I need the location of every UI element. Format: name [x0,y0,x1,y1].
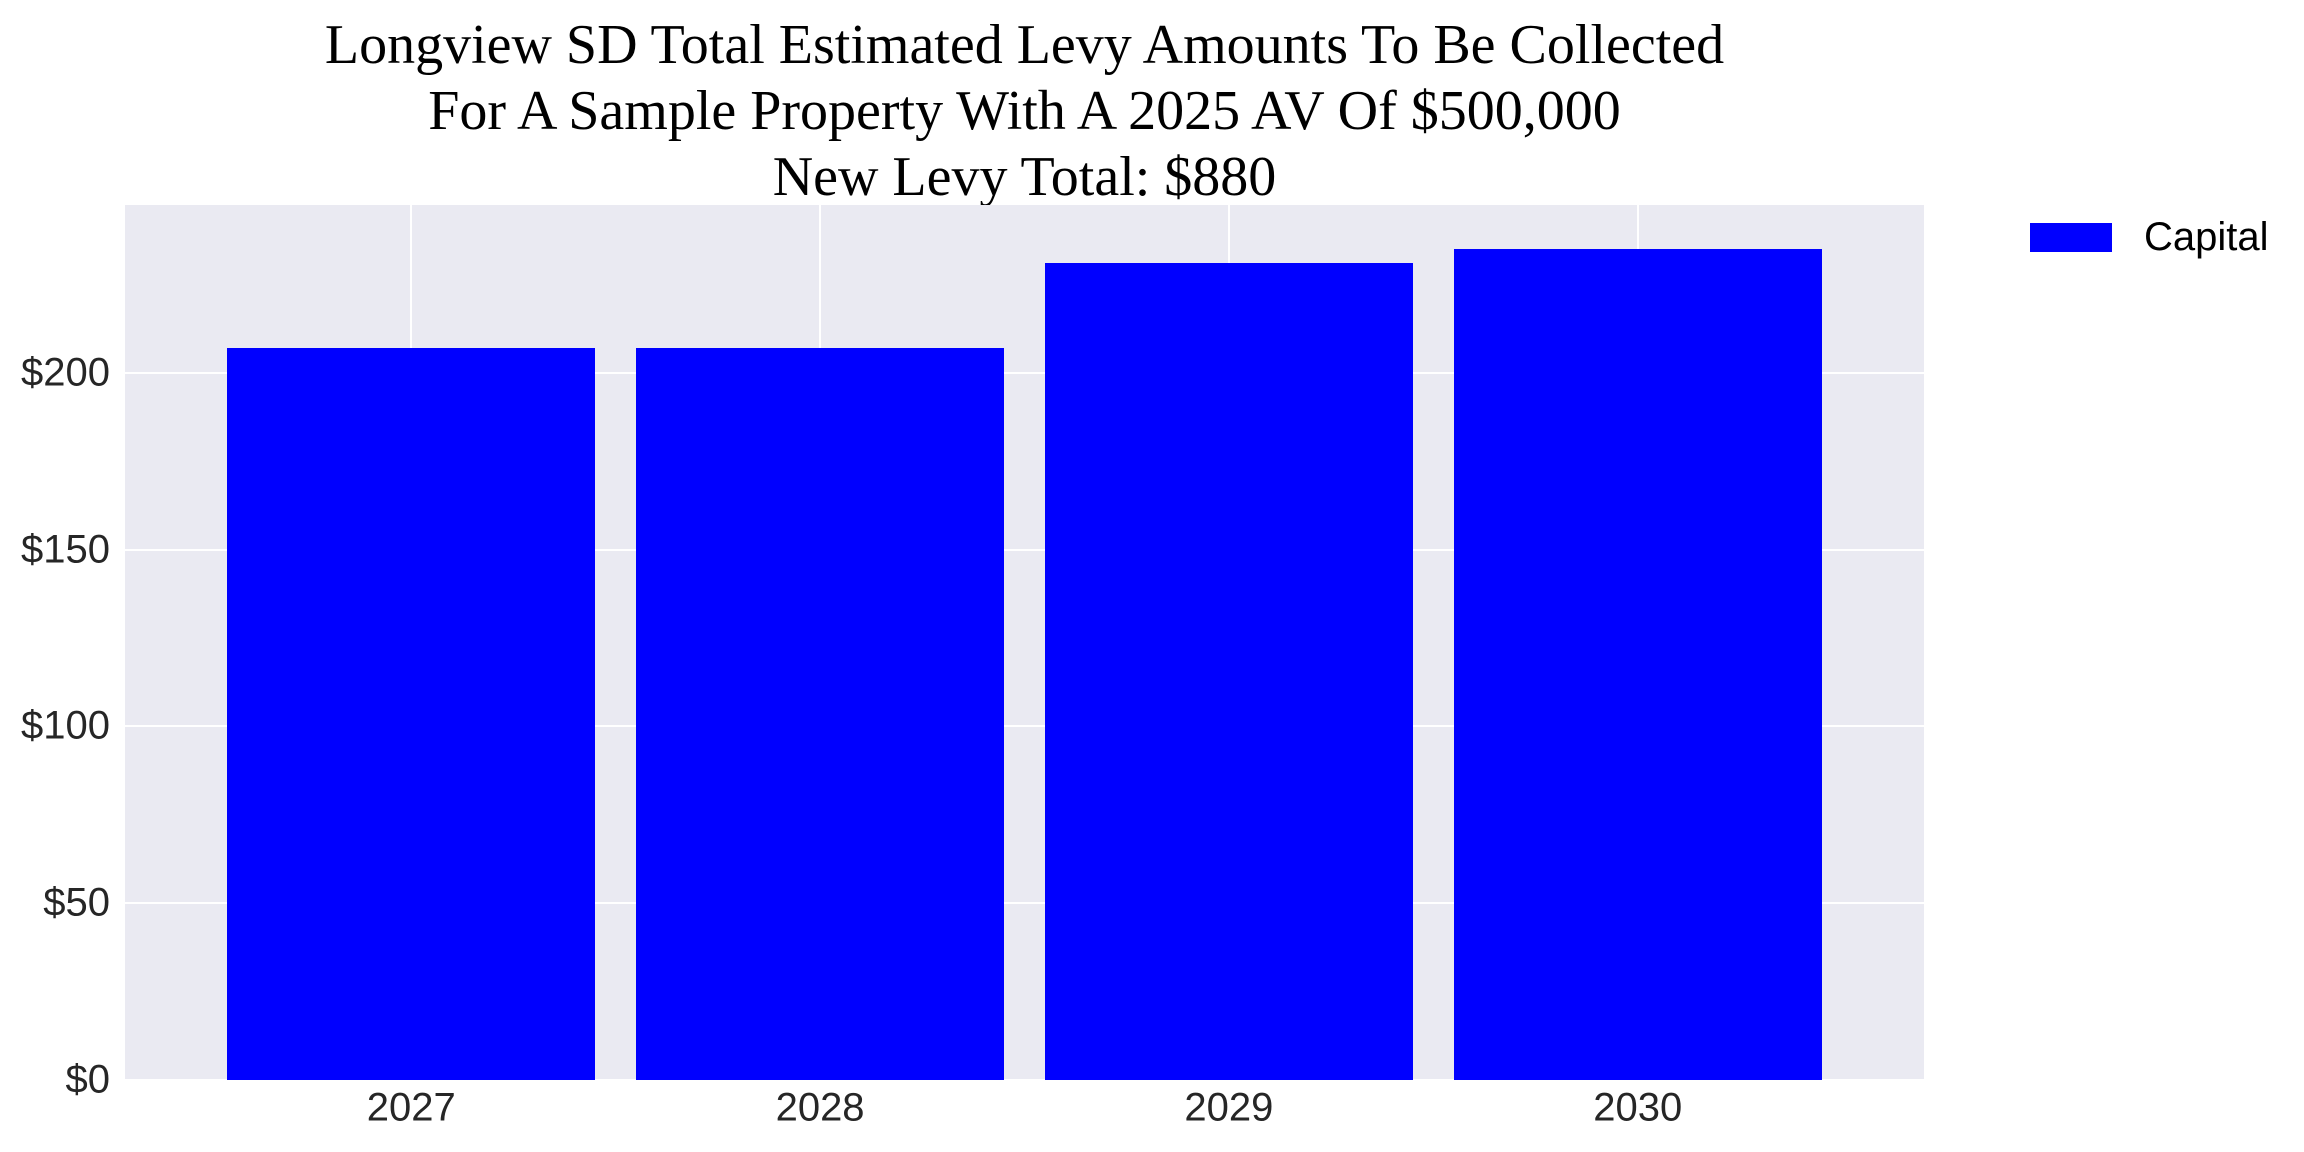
gridline-y-200 [125,371,1924,374]
plot-area [125,205,1924,1081]
x-tick-label-2028: 2028 [775,1085,865,1130]
x-tick-label-2029: 2029 [1184,1085,1274,1130]
x-tick-label-2027: 2027 [366,1085,456,1130]
gridline-y-0 [125,1079,1924,1081]
bar-capital-2029 [1044,263,1413,1080]
y-tick-label-0: $0 [65,1057,111,1102]
chart-title: Longview SD Total Estimated Levy Amounts… [125,12,1924,210]
y-tick-label-150: $150 [21,527,110,572]
chart-title-line-3: New Levy Total: $880 [772,146,1277,208]
bar-capital-2030 [1453,249,1822,1080]
legend-swatch-capital [2030,222,2112,252]
y-tick-label-200: $200 [21,350,110,395]
y-tick-label-100: $100 [21,703,110,748]
gridline-y-100 [125,725,1924,728]
gridline-y-50 [125,902,1924,905]
chart-title-line-1: Longview SD Total Estimated Levy Amounts… [324,14,1725,76]
y-tick-label-50: $50 [43,880,110,925]
gridline-y-150 [125,548,1924,551]
x-tick-label-2030: 2030 [1593,1085,1683,1130]
bar-capital-2028 [636,348,1005,1080]
bar-capital-2027 [227,348,596,1080]
chart-title-line-2: For A Sample Property With A 2025 AV Of … [428,80,1621,142]
legend: Capital [2030,215,2269,259]
legend-label: Capital [2144,215,2269,259]
